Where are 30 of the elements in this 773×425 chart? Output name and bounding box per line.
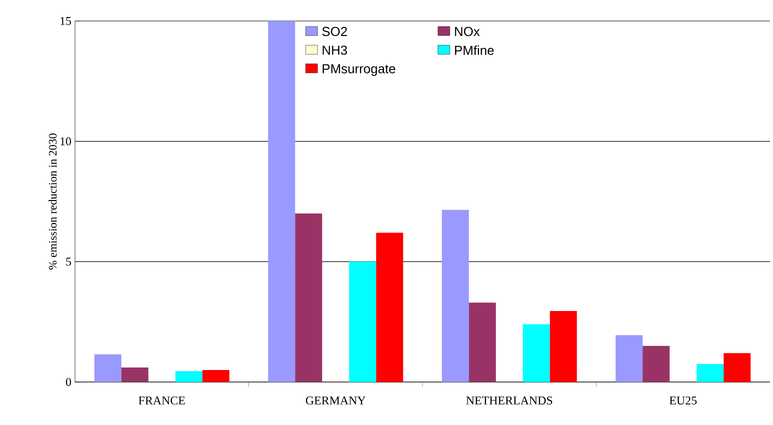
legend-label: PMsurrogate	[322, 64, 396, 76]
bar	[642, 346, 670, 382]
x-tick-label: FRANCE	[138, 396, 185, 405]
bar	[175, 371, 202, 382]
y-tick-label: 0	[66, 378, 72, 386]
bar	[522, 324, 550, 382]
bar	[724, 353, 751, 382]
y-tick-label: 5	[66, 258, 72, 266]
legend-label: SO2	[322, 26, 347, 36]
legend-label: NH3	[322, 46, 347, 55]
bar	[121, 368, 148, 382]
bar	[202, 370, 230, 382]
bar	[268, 20, 296, 382]
legend-label: NOx	[455, 26, 480, 36]
x-tick-label: NETHERLANDS	[466, 396, 552, 405]
bar	[468, 302, 496, 382]
bar	[696, 364, 724, 382]
bar	[349, 262, 376, 382]
legend-label: PMfine	[455, 45, 494, 55]
bar	[295, 214, 322, 382]
y-tick-label: 15	[60, 16, 72, 25]
bar	[616, 335, 643, 382]
y-axis-title: % emission reduction in 2030	[48, 134, 57, 270]
y-tick-label: 10	[60, 137, 72, 146]
x-tick-label: GERMANY	[306, 396, 366, 405]
bar	[442, 210, 469, 382]
x-tick-label: EU25	[670, 396, 697, 405]
bar	[94, 354, 122, 382]
bar	[376, 232, 404, 382]
bar	[550, 311, 577, 382]
